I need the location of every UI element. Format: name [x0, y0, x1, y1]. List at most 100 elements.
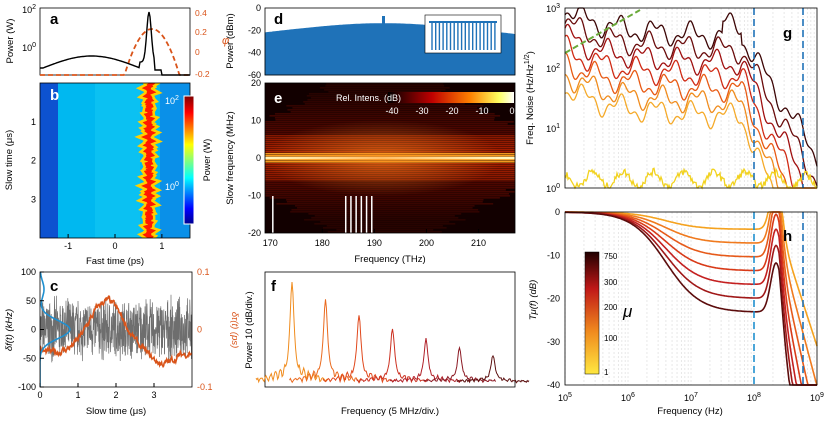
tick-label: -10: [475, 106, 488, 116]
panel-a-y2tick: 0: [195, 47, 200, 57]
tick-label: 108: [747, 392, 761, 403]
heatmap-row: [310, 97, 459, 99]
tick-label: -10: [248, 191, 261, 201]
panel-g-axes: [564, 7, 818, 189]
soliton-core: [141, 83, 157, 238]
phase-curve: [40, 28, 190, 76]
tick-label: 2: [31, 156, 36, 166]
heatmap-row: [325, 85, 445, 87]
pump-line: [382, 16, 385, 75]
tick-exponent: 7: [694, 392, 698, 399]
tick-label: 1: [604, 368, 609, 377]
tick-label: 190: [367, 238, 382, 248]
tick-label: 50: [26, 296, 36, 306]
tick-exponent: 0: [556, 183, 560, 190]
panel-e-colorbar-ticks: -40 -30 -20 -10 0: [385, 106, 514, 116]
tick-label: -30: [415, 106, 428, 116]
heatmap-row: [304, 219, 466, 221]
heatmap-row: [290, 111, 479, 113]
tick-label: -40: [248, 48, 261, 58]
tick-label: -10: [547, 250, 560, 260]
spectrum-peak: [389, 338, 463, 384]
panel-f-peaks: [255, 282, 530, 384]
tick-label: -1: [64, 241, 72, 251]
histogram-curve: [40, 272, 71, 387]
tick-label: 0: [256, 153, 261, 163]
panel-d-ylabel: Power (dBm): [225, 13, 236, 68]
spectrum-peak: [356, 328, 429, 384]
heatmap-row: [314, 215, 455, 217]
tick-label: 105: [558, 392, 572, 403]
spectrum-peak: [255, 282, 329, 384]
panel-f-axes: [264, 271, 516, 388]
freq-noise-trace: [40, 294, 192, 364]
panel-b-yticks: 1 2 3: [31, 117, 36, 205]
panel-e-xticks: 170 180 190 200 210: [263, 229, 486, 248]
panel-b-colorbar-label: Power (W): [202, 139, 212, 182]
tick-label: -60: [248, 70, 261, 80]
heatmap-row: [286, 199, 484, 201]
tick-label: 0: [509, 106, 514, 116]
panel-h-xlabel: Frequency (Hz): [657, 406, 722, 417]
panel-c-xlabel: Slow time (μs): [86, 406, 146, 417]
tick-label: -30: [547, 337, 560, 347]
tick-label: 170: [263, 238, 278, 248]
spectrum-peak: [322, 315, 396, 384]
tick-label: 20: [251, 78, 261, 88]
tick-label: 106: [621, 392, 635, 403]
panel-h-yticks: 0 -10 -20 -30 -40: [547, 207, 560, 390]
panel-a: a 102 100 Power (W) 0.4 0.2 0 -0.2 φ: [5, 4, 229, 79]
panel-f-xlabel: Frequency (5 MHz/div.): [341, 406, 439, 417]
tick-label: -20: [547, 294, 560, 304]
panel-f: f Frequency (5 MHz/div.) Power 10 (dB/di…: [244, 271, 530, 417]
heatmap-row: [308, 93, 461, 95]
heatmap-row: [319, 87, 450, 89]
tick-label: 1: [31, 117, 36, 127]
timing-trace: [40, 294, 192, 369]
panel-e-letter: e: [274, 90, 282, 107]
heatmap-row: [295, 205, 475, 207]
panel-a-axes: [39, 7, 191, 76]
tick-label: 101: [546, 123, 560, 134]
panel-b: b 102 100 Power (W) -1 0 1 1 2 3 Fast time (…: [4, 82, 212, 267]
tick-label: 1: [159, 241, 164, 251]
panel-g-slope: [564, 9, 641, 54]
panel-e-colorbar: [388, 92, 514, 103]
panel-h-colorbar: [584, 251, 600, 375]
panel-c-y2label: δτ(t) (ps): [229, 312, 240, 349]
tick-label: 200: [419, 238, 434, 248]
panel-c-letter: c: [50, 278, 58, 295]
heatmap-row: [275, 119, 495, 121]
panel-b-xlabel: Fast time (ps): [86, 256, 144, 267]
heatmap-row: [314, 223, 456, 225]
noise-curve: [564, 52, 817, 189]
tick-label: 109: [810, 392, 824, 403]
tick-label: 100: [604, 334, 618, 343]
panel-b-colorbar-tick: 102: [165, 95, 179, 106]
panel-a-ytick: 100: [22, 42, 36, 53]
tick-label: 0.1: [197, 267, 210, 277]
noise-curve: [564, 166, 818, 191]
heatmap-row: [276, 203, 494, 205]
heatmap-row: [274, 113, 495, 115]
panel-d-axes: [264, 7, 516, 76]
panel-a-y2tick: 0.2: [195, 27, 207, 37]
tick-label: -20: [248, 25, 261, 35]
panel-d-inset: [424, 14, 502, 54]
tick-label: 2: [113, 390, 118, 400]
heatmap-row: [286, 105, 484, 107]
heatmap-row: [326, 225, 443, 227]
tick-label: -40: [385, 106, 398, 116]
panel-h-colorbar-ticks: 750 300 200 100 1: [604, 252, 618, 377]
tick-label: 300: [604, 278, 618, 287]
spectrum-peak: [289, 299, 362, 384]
tick-label: 0: [112, 241, 117, 251]
tick-exponent: 6: [631, 392, 635, 399]
panel-e-colorbar-label: Rel. Intens. (dB): [336, 93, 401, 103]
panel-e-xlabel: Frequency (THz): [354, 254, 425, 265]
heatmap-row: [269, 115, 501, 117]
heatmap-row: [287, 109, 483, 111]
tick-exponent: 8: [757, 392, 761, 399]
